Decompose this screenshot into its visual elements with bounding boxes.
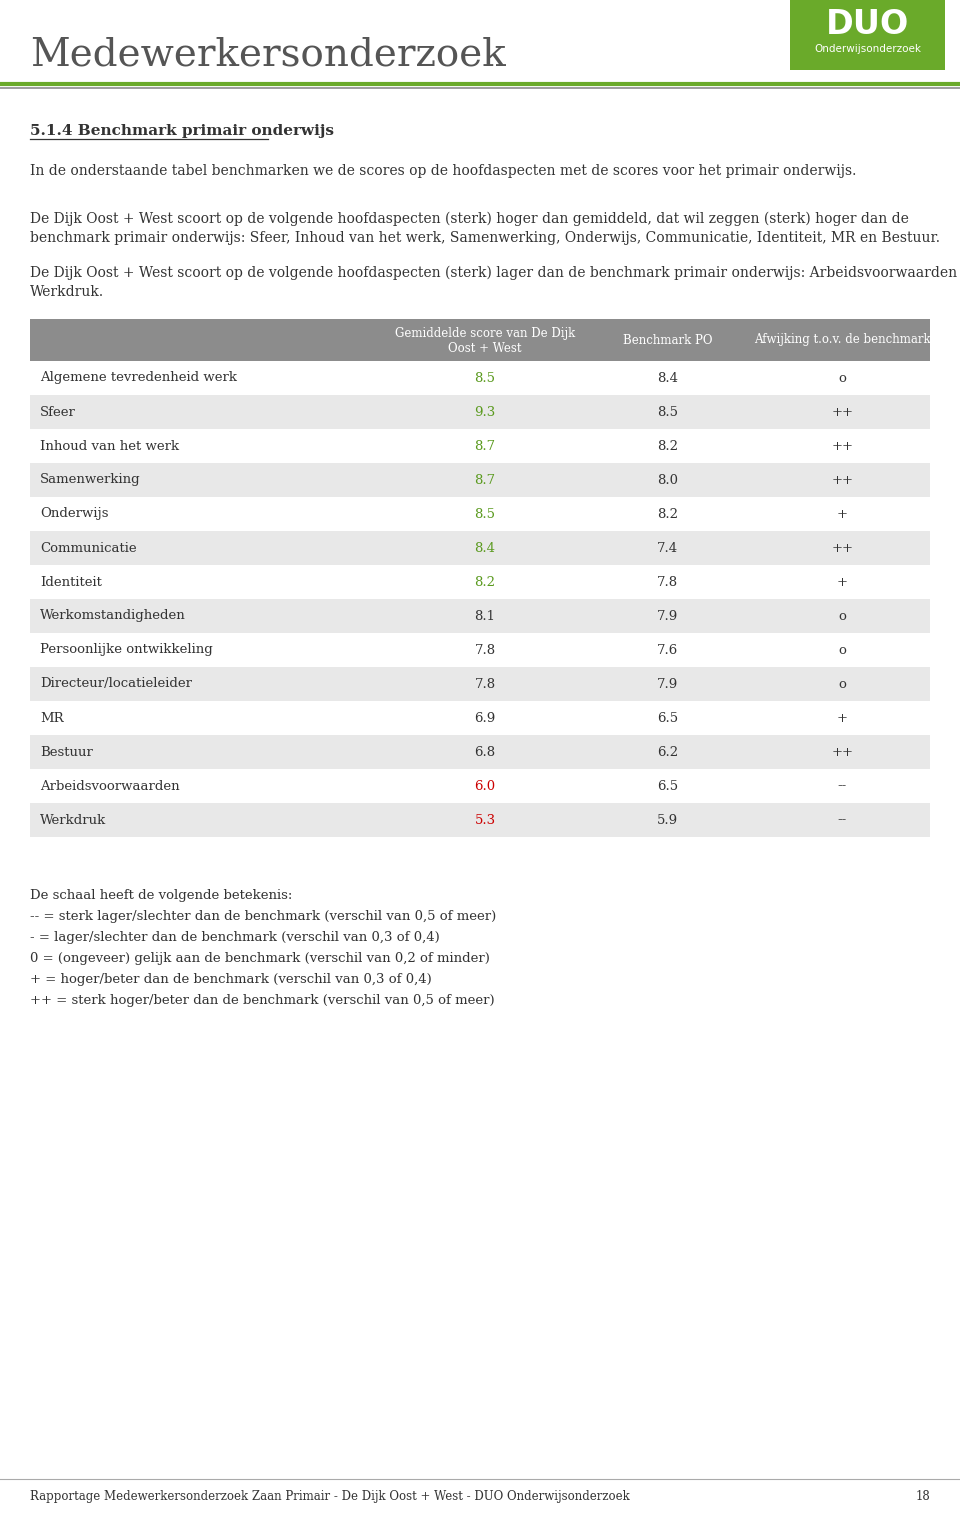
FancyBboxPatch shape <box>790 0 945 70</box>
FancyBboxPatch shape <box>30 360 930 395</box>
FancyBboxPatch shape <box>30 668 930 701</box>
Text: Werkdruk: Werkdruk <box>40 813 107 827</box>
Text: 9.3: 9.3 <box>474 406 495 418</box>
Text: 6.5: 6.5 <box>657 712 678 725</box>
Text: 5.9: 5.9 <box>657 813 678 827</box>
Text: 8.1: 8.1 <box>474 610 495 622</box>
FancyBboxPatch shape <box>30 463 930 497</box>
Text: Onderwijs: Onderwijs <box>40 507 108 521</box>
Text: Identiteit: Identiteit <box>40 575 102 589</box>
Text: 5.1.4 Benchmark primair onderwijs: 5.1.4 Benchmark primair onderwijs <box>30 124 334 138</box>
Text: MR: MR <box>40 712 63 725</box>
Text: Rapportage Medewerkersonderzoek Zaan Primair - De Dijk Oost + West - DUO Onderwi: Rapportage Medewerkersonderzoek Zaan Pri… <box>30 1490 630 1503</box>
FancyBboxPatch shape <box>30 600 930 633</box>
Text: o: o <box>839 677 847 690</box>
Text: ++: ++ <box>831 542 853 554</box>
Text: Arbeidsvoorwaarden: Arbeidsvoorwaarden <box>40 780 180 792</box>
Text: Persoonlijke ontwikkeling: Persoonlijke ontwikkeling <box>40 643 213 657</box>
Text: 7.8: 7.8 <box>657 575 678 589</box>
FancyBboxPatch shape <box>30 701 930 734</box>
Text: Algemene tevredenheid werk: Algemene tevredenheid werk <box>40 371 237 385</box>
Text: 8.4: 8.4 <box>657 371 678 385</box>
FancyBboxPatch shape <box>30 734 930 769</box>
Text: Samenwerking: Samenwerking <box>40 474 140 486</box>
Text: 7.9: 7.9 <box>657 677 678 690</box>
Text: --: -- <box>838 780 847 792</box>
Text: 18: 18 <box>915 1490 930 1503</box>
Text: 7.8: 7.8 <box>474 677 495 690</box>
Text: De schaal heeft de volgende betekenis:: De schaal heeft de volgende betekenis: <box>30 889 293 902</box>
FancyBboxPatch shape <box>30 769 930 802</box>
Text: Oost + West: Oost + West <box>448 342 521 354</box>
Text: Directeur/locatieleider: Directeur/locatieleider <box>40 677 192 690</box>
Text: +: + <box>837 507 848 521</box>
FancyBboxPatch shape <box>30 565 930 600</box>
Text: ++: ++ <box>831 406 853 418</box>
Text: 7.4: 7.4 <box>657 542 678 554</box>
Text: Gemiddelde score van De Dijk: Gemiddelde score van De Dijk <box>395 327 575 339</box>
FancyBboxPatch shape <box>30 395 930 428</box>
Text: 6.5: 6.5 <box>657 780 678 792</box>
Text: Bestuur: Bestuur <box>40 745 93 759</box>
Text: 6.0: 6.0 <box>474 780 495 792</box>
FancyBboxPatch shape <box>30 531 930 565</box>
Text: 7.9: 7.9 <box>657 610 678 622</box>
FancyBboxPatch shape <box>30 802 930 837</box>
Text: 8.5: 8.5 <box>657 406 678 418</box>
FancyBboxPatch shape <box>30 428 930 463</box>
Text: In de onderstaande tabel benchmarken we de scores op de hoofdaspecten met de sco: In de onderstaande tabel benchmarken we … <box>30 164 856 179</box>
Text: +: + <box>837 712 848 725</box>
Text: Medewerkersonderzoek: Medewerkersonderzoek <box>30 36 506 73</box>
Text: Werkomstandigheden: Werkomstandigheden <box>40 610 185 622</box>
Text: +: + <box>837 575 848 589</box>
Text: 8.4: 8.4 <box>474 542 495 554</box>
Text: -- = sterk lager/slechter dan de benchmark (verschil van 0,5 of meer): -- = sterk lager/slechter dan de benchma… <box>30 910 496 924</box>
Text: Benchmark PO: Benchmark PO <box>623 333 712 347</box>
Text: ++: ++ <box>831 745 853 759</box>
Text: 8.7: 8.7 <box>474 474 495 486</box>
Text: Werkdruk.: Werkdruk. <box>30 285 104 298</box>
FancyBboxPatch shape <box>30 319 930 360</box>
Text: ++: ++ <box>831 439 853 453</box>
FancyBboxPatch shape <box>30 497 930 531</box>
Text: + = hoger/beter dan de benchmark (verschil van 0,3 of 0,4): + = hoger/beter dan de benchmark (versch… <box>30 974 432 986</box>
FancyBboxPatch shape <box>30 633 930 668</box>
Text: 8.2: 8.2 <box>657 507 678 521</box>
Text: 8.5: 8.5 <box>474 507 495 521</box>
Text: Onderwijsonderzoek: Onderwijsonderzoek <box>814 44 921 55</box>
Text: Inhoud van het werk: Inhoud van het werk <box>40 439 180 453</box>
Text: ++ = sterk hoger/beter dan de benchmark (verschil van 0,5 of meer): ++ = sterk hoger/beter dan de benchmark … <box>30 995 494 1007</box>
Text: - = lager/slechter dan de benchmark (verschil van 0,3 of 0,4): - = lager/slechter dan de benchmark (ver… <box>30 931 440 945</box>
Text: Afwijking t.o.v. de benchmark: Afwijking t.o.v. de benchmark <box>755 333 931 347</box>
Text: 7.6: 7.6 <box>657 643 678 657</box>
Text: ++: ++ <box>831 474 853 486</box>
Text: 8.7: 8.7 <box>474 439 495 453</box>
Text: o: o <box>839 371 847 385</box>
Text: 6.2: 6.2 <box>657 745 678 759</box>
Text: De Dijk Oost + West scoort op de volgende hoofdaspecten (sterk) lager dan de ben: De Dijk Oost + West scoort op de volgend… <box>30 266 960 280</box>
Text: 0 = (ongeveer) gelijk aan de benchmark (verschil van 0,2 of minder): 0 = (ongeveer) gelijk aan de benchmark (… <box>30 952 490 964</box>
Text: 8.5: 8.5 <box>474 371 495 385</box>
Text: 6.9: 6.9 <box>474 712 495 725</box>
Text: o: o <box>839 643 847 657</box>
Text: benchmark primair onderwijs: Sfeer, Inhoud van het werk, Samenwerking, Onderwijs: benchmark primair onderwijs: Sfeer, Inho… <box>30 232 940 245</box>
Text: 8.2: 8.2 <box>657 439 678 453</box>
Text: 8.0: 8.0 <box>657 474 678 486</box>
Text: 8.2: 8.2 <box>474 575 495 589</box>
Text: Sfeer: Sfeer <box>40 406 76 418</box>
Text: --: -- <box>838 813 847 827</box>
Text: Communicatie: Communicatie <box>40 542 136 554</box>
Text: o: o <box>839 610 847 622</box>
Text: 7.8: 7.8 <box>474 643 495 657</box>
Text: 5.3: 5.3 <box>474 813 495 827</box>
Text: DUO: DUO <box>826 9 909 41</box>
Text: 6.8: 6.8 <box>474 745 495 759</box>
Text: De Dijk Oost + West scoort op de volgende hoofdaspecten (sterk) hoger dan gemidd: De Dijk Oost + West scoort op de volgend… <box>30 212 909 227</box>
